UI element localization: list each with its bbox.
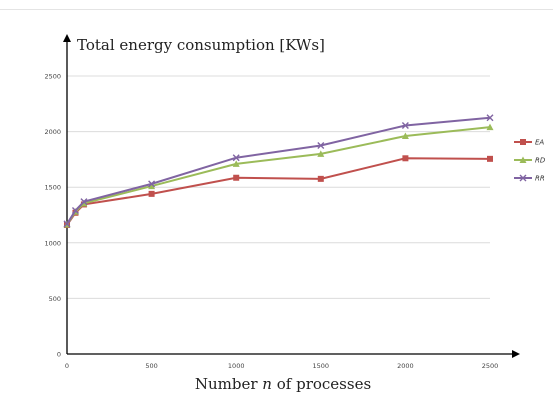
legend-label: RR — [535, 175, 545, 183]
x-tick-label: 1500 — [313, 362, 330, 370]
series-rr — [63, 114, 494, 228]
y-tick-label: 2500 — [44, 73, 61, 81]
y-tick-label: 1500 — [44, 184, 61, 192]
y-axis-title: Total energy consumption [KWs] — [77, 36, 325, 54]
data-point — [317, 142, 325, 149]
legend-item-rr: RR — [514, 175, 545, 183]
x-axis-title-prefix: Number — [195, 375, 262, 393]
data-point — [63, 220, 71, 228]
x-tick-label: 2500 — [482, 362, 499, 370]
data-point — [148, 180, 156, 188]
legend-item-ea: EA — [514, 139, 544, 147]
data-point — [401, 121, 409, 129]
data-point — [148, 182, 156, 190]
series-rd — [63, 123, 494, 228]
y-tick-label: 0 — [57, 351, 61, 359]
legend-label: RD — [535, 157, 546, 165]
x-tick-labels: 0 500 1000 1500 2000 2500 — [65, 362, 498, 370]
data-point — [519, 156, 527, 163]
top-divider — [0, 9, 553, 10]
data-point — [401, 132, 409, 140]
gridlines — [67, 75, 490, 299]
data-point — [71, 207, 79, 215]
legend-label: EA — [535, 139, 544, 147]
y-tick-labels: 0 500 1000 1500 2000 2500 — [44, 73, 61, 359]
series-lines — [63, 114, 494, 229]
y-tick-label: 500 — [49, 295, 61, 303]
x-axis-title: Number n of processes — [195, 375, 371, 393]
data-point — [519, 174, 527, 182]
x-axis-title-var: n — [262, 375, 272, 393]
x-tick-label: 1000 — [228, 362, 245, 370]
data-point — [317, 175, 324, 182]
data-point — [487, 155, 493, 162]
x-tick-label: 2000 — [397, 362, 414, 370]
data-point — [486, 114, 494, 122]
legend: EA RD RR — [514, 139, 546, 183]
x-axis-title-suffix: of processes — [272, 375, 371, 393]
data-point — [80, 198, 88, 206]
data-point — [520, 139, 526, 145]
y-tick-label: 1000 — [44, 239, 61, 247]
data-point — [402, 155, 409, 162]
data-point — [486, 123, 494, 131]
data-point — [317, 150, 325, 157]
data-point — [232, 160, 240, 167]
x-tick-label: 500 — [145, 362, 157, 370]
data-point — [232, 154, 240, 162]
x-tick-label: 0 — [65, 362, 69, 370]
y-tick-label: 2000 — [44, 128, 61, 136]
data-point — [148, 190, 155, 197]
legend-item-rd: RD — [514, 156, 546, 165]
axes — [63, 34, 520, 358]
series-line — [66, 126, 491, 226]
data-point — [233, 174, 240, 181]
